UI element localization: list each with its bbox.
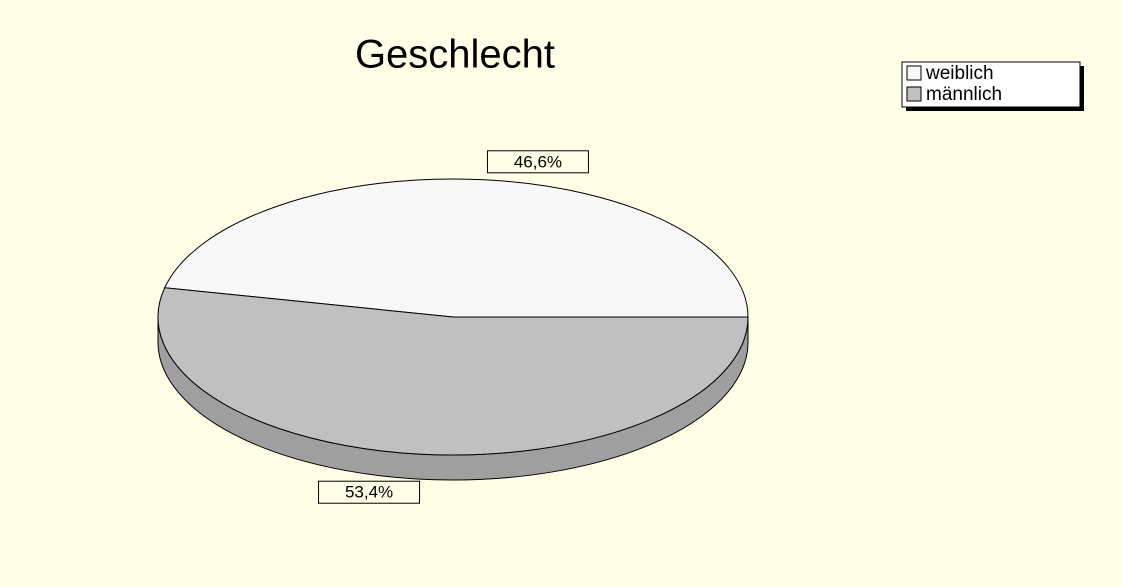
chart-title: Geschlecht	[355, 33, 555, 77]
data-label-box	[486, 150, 589, 174]
legend-label: männlich	[926, 84, 1002, 105]
pie-slice	[163, 178, 749, 318]
data-label: 46,6%	[514, 152, 562, 171]
data-label: 53,4%	[345, 483, 393, 502]
data-label-box	[318, 480, 421, 504]
legend-label: weiblich	[925, 63, 994, 84]
legend-swatch	[906, 86, 922, 102]
legend-swatch	[906, 65, 922, 81]
pie-slice	[157, 287, 749, 456]
legend-box	[901, 61, 1081, 108]
